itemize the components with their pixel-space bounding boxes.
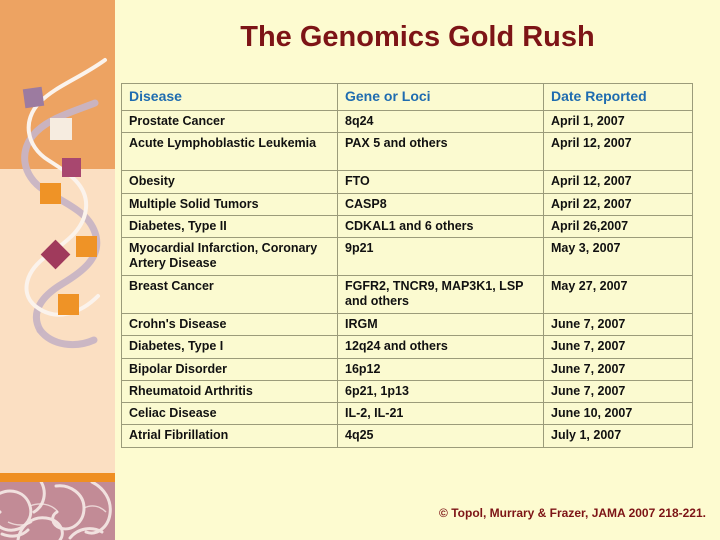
- table-row: Myocardial Infarction, Coronary Artery D…: [121, 237, 693, 277]
- table-row: Diabetes, Type I 12q24 and others June 7…: [121, 335, 693, 359]
- cell-disease: Diabetes, Type I: [121, 335, 338, 359]
- table-row: Multiple Solid Tumors CASP8 April 22, 20…: [121, 192, 693, 216]
- table-row: Diabetes, Type II CDKAL1 and 6 others Ap…: [121, 214, 693, 239]
- table-row: Celiac Disease IL-2, IL-21 June 10, 2007: [121, 402, 693, 426]
- cell-gene: 9p21: [337, 237, 544, 277]
- cell-disease: Prostate Cancer: [121, 110, 338, 134]
- sidebar-top-band: [0, 0, 115, 169]
- cell-date: July 1, 2007: [543, 424, 693, 448]
- decorative-sidebar: [0, 0, 115, 540]
- square-purple: [22, 86, 45, 109]
- cell-disease: Myocardial Infarction, Coronary Artery D…: [121, 237, 338, 277]
- square-orange-2: [76, 236, 97, 257]
- cell-disease: Diabetes, Type II: [121, 214, 338, 239]
- cell-gene: FGFR2, TNCR9, MAP3K1, LSP and others: [337, 275, 544, 315]
- cell-disease: Atrial Fibrillation: [121, 424, 338, 448]
- cell-disease: Obesity: [121, 170, 338, 194]
- table-row: Atrial Fibrillation 4q25 July 1, 2007: [121, 424, 693, 448]
- cell-date: June 7, 2007: [543, 335, 693, 359]
- page-title: The Genomics Gold Rush: [240, 21, 595, 53]
- cell-gene: IRGM: [337, 313, 544, 337]
- square-orange-3: [58, 294, 79, 315]
- cell-date: June 7, 2007: [543, 379, 693, 404]
- column-header-disease: Disease: [121, 82, 338, 112]
- table-row: Prostate Cancer 8q24 April 1, 2007: [121, 110, 693, 134]
- table-row: Bipolar Disorder 16p12 June 7, 2007: [121, 357, 693, 381]
- cell-date: April 22, 2007: [543, 192, 693, 216]
- cell-gene: 8q24: [337, 110, 544, 134]
- cell-date: May 3, 2007: [543, 237, 693, 277]
- cell-disease: Celiac Disease: [121, 402, 338, 426]
- cell-disease: Rheumatoid Arthritis: [121, 379, 338, 404]
- cell-gene: CDKAL1 and 6 others: [337, 214, 544, 239]
- square-orange-1: [40, 183, 61, 204]
- cell-date: June 7, 2007: [543, 357, 693, 381]
- table-row: Crohn's Disease IRGM June 7, 2007: [121, 313, 693, 337]
- cell-date: April 1, 2007: [543, 110, 693, 134]
- cell-disease: Acute Lymphoblastic Leukemia: [121, 132, 338, 172]
- genomics-table: Disease Gene or Loci Date Reported Prost…: [121, 82, 693, 448]
- cell-gene: CASP8: [337, 192, 544, 216]
- cell-date: April 26,2007: [543, 214, 693, 239]
- square-cream: [50, 118, 72, 140]
- table-row: Acute Lymphoblastic Leukemia PAX 5 and o…: [121, 132, 693, 172]
- column-header-gene-or-loci: Gene or Loci: [337, 82, 544, 112]
- cell-disease: Crohn's Disease: [121, 313, 338, 337]
- cell-date: May 27, 2007: [543, 275, 693, 315]
- cell-gene: PAX 5 and others: [337, 132, 544, 172]
- cell-disease: Bipolar Disorder: [121, 357, 338, 381]
- table-header-row: Disease Gene or Loci Date Reported: [121, 82, 693, 112]
- square-magenta: [62, 158, 81, 177]
- cell-date: June 7, 2007: [543, 313, 693, 337]
- cell-gene: FTO: [337, 170, 544, 194]
- sidebar-orange-stripe: [0, 473, 115, 482]
- cell-date: April 12, 2007: [543, 170, 693, 194]
- cell-gene: 12q24 and others: [337, 335, 544, 359]
- citation-footer: © Topol, Murrary & Frazer, JAMA 2007 218…: [439, 506, 706, 520]
- sidebar-mid-band: [0, 169, 115, 473]
- sidebar-swirl-pattern: [0, 482, 115, 540]
- table-row: Rheumatoid Arthritis 6p21, 1p13 June 7, …: [121, 379, 693, 404]
- table-row: Breast Cancer FGFR2, TNCR9, MAP3K1, LSP …: [121, 275, 693, 315]
- genomics-table-container: Disease Gene or Loci Date Reported Prost…: [121, 82, 693, 448]
- table-row: Obesity FTO April 12, 2007: [121, 170, 693, 194]
- cell-disease: Breast Cancer: [121, 275, 338, 315]
- cell-gene: 4q25: [337, 424, 544, 448]
- cell-date: June 10, 2007: [543, 402, 693, 426]
- cell-gene: 6p21, 1p13: [337, 379, 544, 404]
- cell-gene: IL-2, IL-21: [337, 402, 544, 426]
- cell-gene: 16p12: [337, 357, 544, 381]
- cell-date: April 12, 2007: [543, 132, 693, 172]
- column-header-date-reported: Date Reported: [543, 82, 693, 112]
- cell-disease: Multiple Solid Tumors: [121, 192, 338, 216]
